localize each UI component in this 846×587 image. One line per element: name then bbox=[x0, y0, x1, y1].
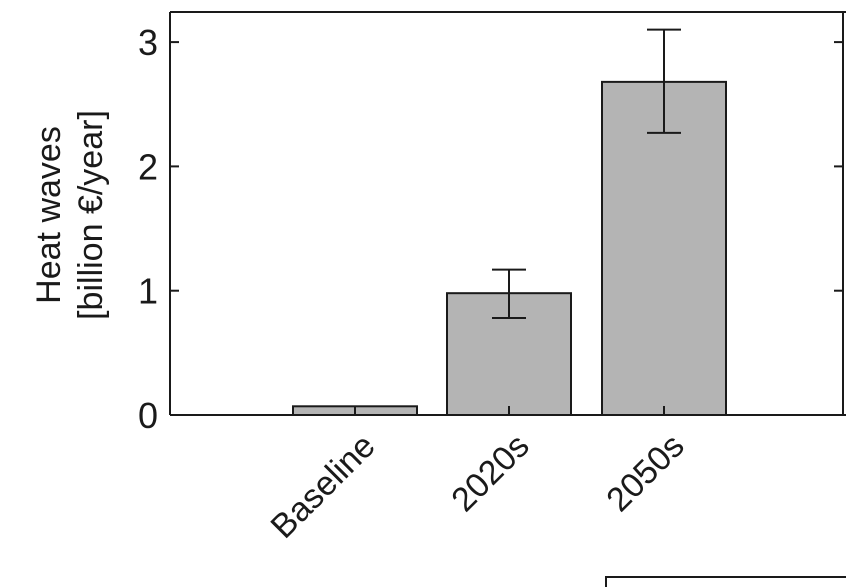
legend-box-edge bbox=[605, 576, 846, 587]
y-tick-label: 3 bbox=[138, 22, 158, 63]
error-bars bbox=[492, 28, 681, 320]
x-tick-labels: Baseline 2020s 2050s bbox=[264, 427, 692, 546]
bar-2050s bbox=[601, 80, 727, 416]
y-tick-label: 0 bbox=[138, 395, 158, 436]
y-tick-label: 2 bbox=[138, 146, 158, 187]
y-axis-label-line-1: Heat waves bbox=[30, 126, 68, 304]
x-tick-label: 2020s bbox=[444, 427, 536, 519]
y-axis-label-line-2: [billion €/year] bbox=[72, 110, 110, 320]
x-tick-label: 2050s bbox=[599, 427, 691, 519]
x-tick-label: Baseline bbox=[264, 427, 383, 546]
bars bbox=[292, 80, 727, 417]
y-axis-label: Heat waves [billion €/year] bbox=[30, 110, 110, 320]
y-ticks: 0 1 2 3 bbox=[138, 22, 843, 436]
y-tick-label: 1 bbox=[138, 271, 158, 312]
